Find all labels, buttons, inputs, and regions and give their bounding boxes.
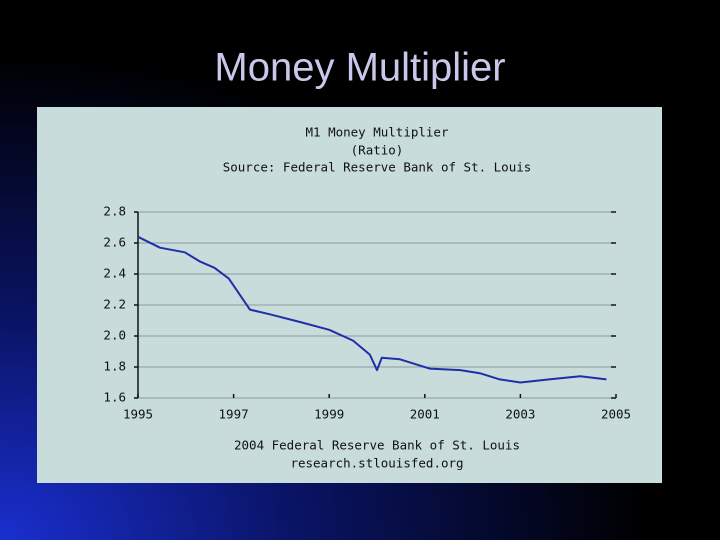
- y-tick-label: 1.6: [103, 390, 126, 405]
- x-tick-label: 2005: [601, 407, 631, 422]
- data-line: [137, 235, 607, 384]
- chart-title: M1 Money Multiplier: [306, 125, 449, 140]
- x-tick-label: 1999: [314, 407, 344, 422]
- y-tick-label: 2.8: [103, 204, 126, 219]
- y-tick-label: 2.2: [103, 297, 126, 312]
- chart-footer: research.stlouisfed.org: [290, 456, 463, 471]
- chart-subtitle: (Ratio): [351, 143, 404, 158]
- chart-source: Source: Federal Reserve Bank of St. Loui…: [223, 160, 532, 175]
- y-tick-label: 2.4: [103, 266, 126, 281]
- slide-title: Money Multiplier: [214, 46, 505, 90]
- x-tick-label: 1997: [219, 407, 249, 422]
- y-tick-label: 2.0: [103, 328, 126, 343]
- chart-panel: [37, 107, 662, 483]
- chart-footer: 2004 Federal Reserve Bank of St. Louis: [234, 438, 520, 453]
- x-tick-label: 1995: [123, 407, 153, 422]
- x-tick-label: 2003: [505, 407, 535, 422]
- y-tick-label: 1.8: [103, 359, 126, 374]
- x-tick-label: 2001: [410, 407, 440, 422]
- y-tick-label: 2.6: [103, 235, 126, 250]
